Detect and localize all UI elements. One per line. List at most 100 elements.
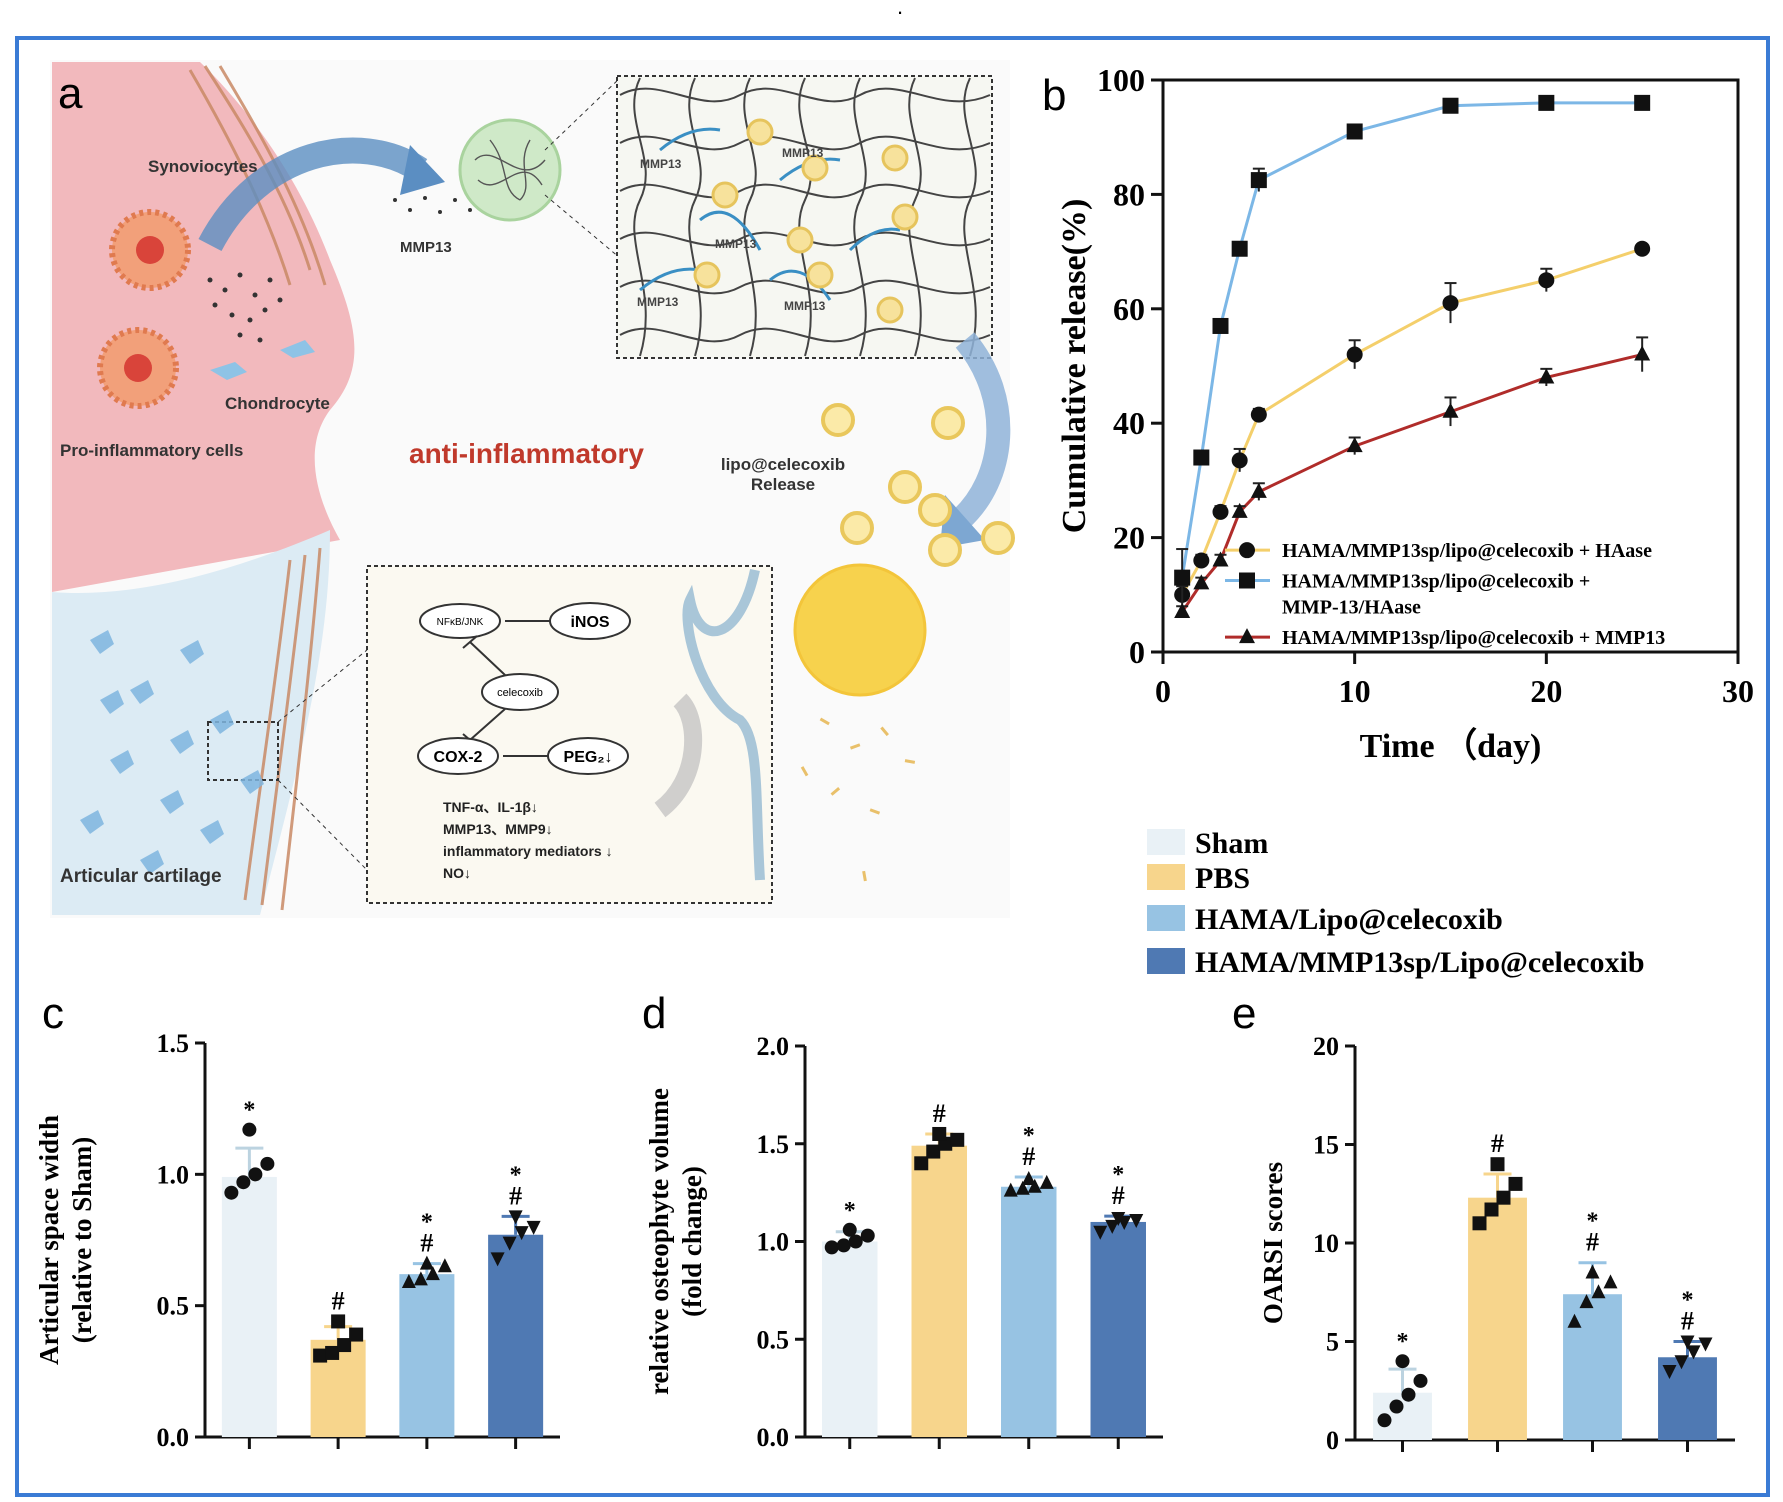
network-mmp13-label: MMP13: [640, 157, 682, 171]
y-tick-label: 80: [1113, 176, 1145, 212]
data-point: [325, 1345, 340, 1360]
data-point: [502, 1236, 517, 1251]
panel-d-letter: d: [642, 989, 666, 1038]
significance-mark: #: [1586, 1228, 1599, 1257]
data-point: [1674, 1355, 1689, 1370]
significance-mark: #: [1491, 1129, 1504, 1158]
significance-mark: #: [1112, 1181, 1125, 1210]
cartilage-region: [52, 530, 330, 915]
significance-mark: #: [509, 1181, 522, 1210]
data-point: [425, 1266, 440, 1281]
series-2: [1174, 94, 1651, 607]
synoviocytes-label: Synoviocytes: [148, 157, 258, 176]
inhibition-bar: [462, 635, 478, 649]
panel-b-series: [1174, 94, 1651, 618]
y-tick-label: 15: [1313, 1131, 1339, 1160]
peptide-crosslink: [639, 267, 701, 292]
chondrocyte-cell: [210, 710, 234, 734]
panel-b-legend: HAMA/MMP13sp/lipo@celecoxib + HAase HAMA/…: [1225, 540, 1665, 649]
chondrocyte-label: Chondrocyte: [225, 394, 330, 413]
significance-mark: *: [1397, 1329, 1409, 1355]
legend-label: HAMA/Lipo@celecoxib: [1195, 903, 1503, 936]
significance-mark: *: [844, 1198, 856, 1224]
legend-label: HAMA/MMP13sp/lipo@celecoxib + MMP13: [1282, 627, 1665, 649]
chondrocyte-cell: [100, 690, 124, 714]
data-point: [313, 1348, 328, 1363]
data-point-circle: [1250, 406, 1267, 423]
celecoxib-node: [481, 673, 559, 711]
data-point: [950, 1132, 965, 1147]
synovial-fibers: [188, 65, 327, 911]
panel-b-x-axis-label: Time （day): [1360, 726, 1542, 765]
peptide-crosslink: [769, 269, 832, 301]
release-arrow: [951, 332, 1011, 529]
chondrocyte-cell: [180, 640, 204, 664]
data-point: [236, 1175, 251, 1190]
data-point: [914, 1156, 929, 1171]
significance-mark: *: [1112, 1162, 1124, 1188]
data-point-triangle: [1239, 628, 1255, 644]
anti-inflammatory-label: anti-inflammatory: [409, 438, 644, 469]
inos-node: [549, 602, 631, 640]
released-liposomes: [821, 403, 1015, 567]
y-tick-label: 20: [1313, 1032, 1339, 1061]
data-point: [349, 1327, 364, 1342]
data-point: [1484, 1202, 1499, 1217]
legend-label: HAMA/MMP13sp/lipo@celecoxib + MMP-13/HAas…: [1282, 571, 1590, 619]
liposome-particles: [693, 118, 919, 324]
data-point: [1591, 1284, 1606, 1299]
data-point-square: [1193, 449, 1210, 466]
data-point: [1567, 1313, 1582, 1328]
chondrocyte-cells: [210, 340, 315, 380]
network-fiber: [619, 327, 991, 343]
cell-membrane: [682, 568, 765, 881]
y-tick-label: 0: [1326, 1426, 1339, 1455]
y-tick-label: 0.0: [157, 1423, 190, 1452]
cox2-node: [417, 737, 499, 775]
chondrocyte-cell: [170, 730, 194, 754]
network-fiber: [908, 77, 922, 357]
chondrocyte-cell: [240, 770, 264, 794]
data-point: [514, 1226, 529, 1241]
data-point: [1111, 1212, 1126, 1227]
data-point-triangle: [1346, 437, 1363, 453]
data-point-square: [1174, 569, 1191, 586]
data-point: [419, 1255, 434, 1270]
y-tick-label: 5: [1326, 1328, 1339, 1357]
zoom-line: [277, 649, 368, 723]
peg2-node: [547, 737, 629, 775]
large-liposome: [793, 563, 927, 697]
data-point-triangle: [1250, 482, 1267, 498]
data-point-square: [1442, 97, 1459, 114]
chondrocyte-cell: [200, 820, 224, 844]
data-point-square: [1634, 94, 1651, 111]
data-point-square: [1250, 172, 1267, 189]
network-mmp13-label: MMP13: [784, 299, 826, 313]
data-point: [490, 1252, 505, 1267]
panel-b-y-axis-label: Cumulative release(%): [1056, 199, 1093, 534]
zoom-line: [544, 194, 621, 259]
y-axis-label: (fold change): [677, 1166, 707, 1317]
y-tick-label: 2.0: [757, 1032, 790, 1061]
data-point: [1472, 1216, 1487, 1231]
network-fiber: [619, 279, 991, 295]
data-point: [1003, 1182, 1018, 1197]
data-point-circle: [1212, 503, 1229, 520]
significance-mark: #: [332, 1286, 345, 1315]
effect-line: NO↓: [443, 865, 471, 881]
bar: [822, 1241, 878, 1437]
hydrogel-network-inset: [616, 75, 993, 359]
bar: [911, 1145, 967, 1437]
data-point: [848, 1234, 863, 1249]
significance-mark: #: [1022, 1142, 1035, 1171]
data-point-triangle: [1193, 574, 1210, 590]
panel-c-bar-chart: 0.0 0.5 1.0 1.5 Articular space width (relati…: [34, 1029, 560, 1452]
data-point-circle: [1346, 346, 1363, 363]
chondrocyte-cell: [110, 750, 134, 774]
panel-b-letter: b: [1042, 71, 1066, 120]
significance-mark: #: [933, 1099, 946, 1128]
data-point: [413, 1271, 428, 1286]
network-fiber: [798, 77, 812, 357]
data-point-triangle: [1538, 368, 1555, 384]
data-point: [1490, 1157, 1505, 1172]
